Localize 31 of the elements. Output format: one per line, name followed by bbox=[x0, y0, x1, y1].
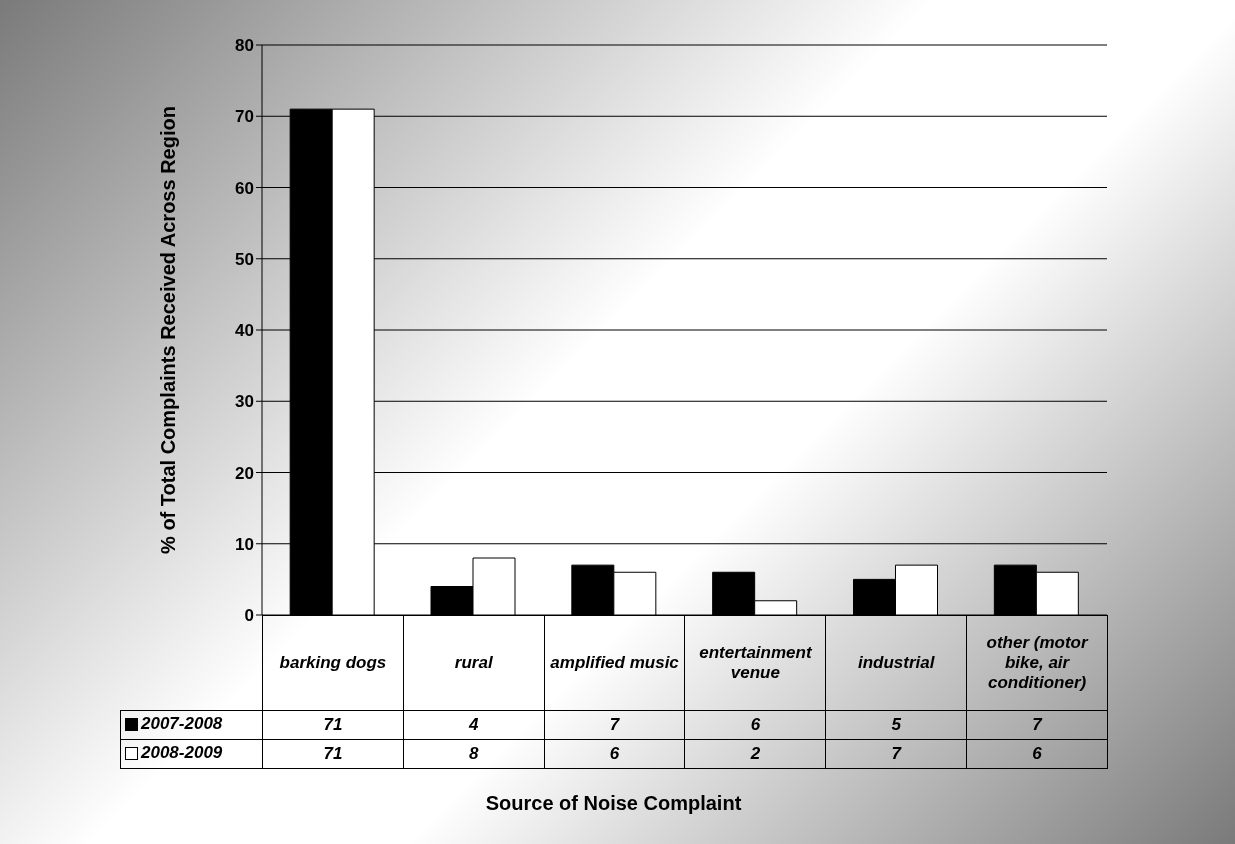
y-tick-label: 30 bbox=[235, 392, 254, 412]
data-label: 2 bbox=[684, 739, 826, 769]
data-label: 71 bbox=[262, 739, 404, 769]
x-tick-label: amplified music bbox=[550, 653, 679, 672]
x-tick-label: other (motor bike, air conditioner) bbox=[986, 633, 1088, 692]
y-tick-label: 70 bbox=[235, 107, 254, 127]
data-label: 6 bbox=[684, 710, 826, 740]
data-label: 7 bbox=[544, 710, 685, 740]
data-label: 8 bbox=[403, 739, 545, 769]
data-label: 71 bbox=[262, 710, 404, 740]
y-axis-title: % of Total Complaints Received Across Region bbox=[156, 105, 180, 556]
y-tick-label: 50 bbox=[235, 249, 254, 269]
y-tick-label: 60 bbox=[235, 178, 254, 198]
x-tick-label: rural bbox=[454, 653, 493, 672]
data-label: 6 bbox=[544, 739, 685, 769]
legend-label: 2008-2009 bbox=[141, 743, 223, 764]
y-tick-label: 40 bbox=[235, 321, 254, 341]
data-label: 5 bbox=[825, 710, 967, 740]
data-label: 6 bbox=[966, 739, 1108, 769]
x-axis-title: Source of Noise Complaint bbox=[484, 792, 743, 815]
legend-label: 2007-2008 bbox=[141, 714, 223, 735]
y-tick-label: 80 bbox=[235, 36, 254, 56]
data-label: 7 bbox=[966, 710, 1108, 740]
x-tick-label: entertainment venue bbox=[699, 643, 812, 682]
y-tick-label: 0 bbox=[244, 606, 254, 626]
x-tick-label: barking dogs bbox=[279, 653, 387, 672]
data-label: 7 bbox=[825, 739, 967, 769]
x-tick-label: industrial bbox=[857, 653, 935, 672]
y-tick-label: 20 bbox=[235, 463, 254, 483]
y-tick-label: 10 bbox=[235, 534, 254, 554]
data-label: 4 bbox=[403, 710, 545, 740]
